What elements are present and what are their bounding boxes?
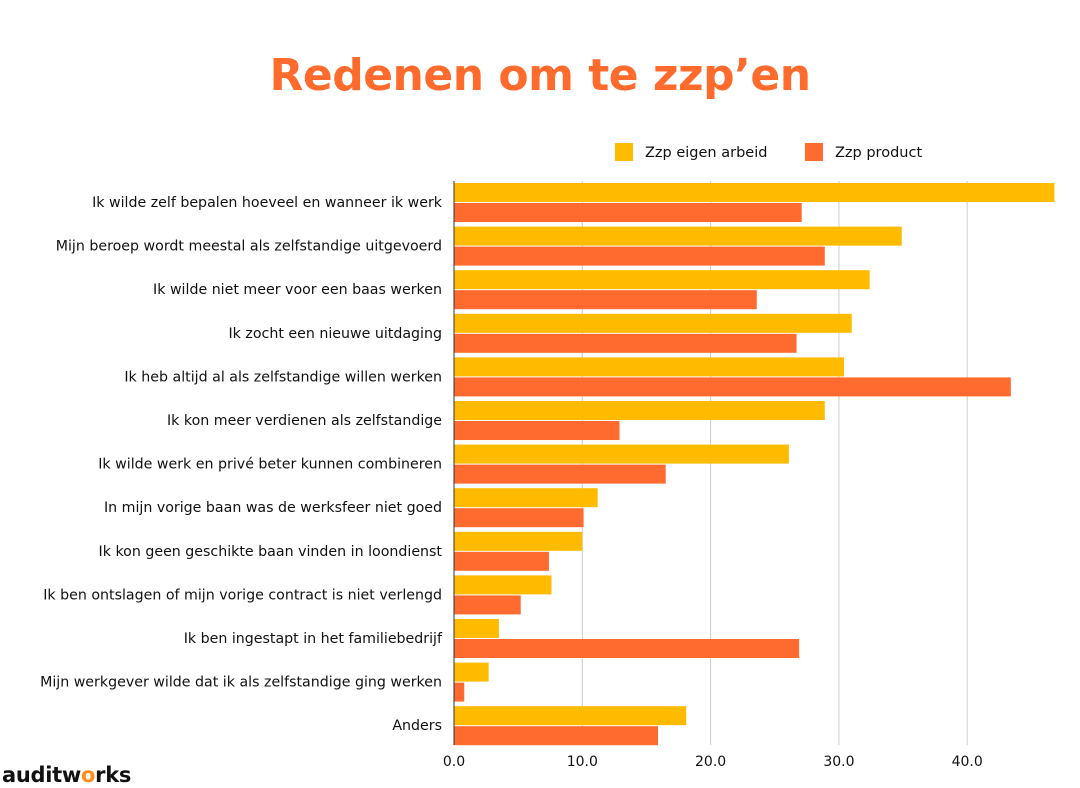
legend-swatch	[615, 143, 633, 161]
category-label: Ik wilde niet meer voor een baas werken	[153, 282, 442, 298]
bar-product	[454, 333, 797, 353]
bar-eigen-arbeid	[454, 488, 598, 508]
logo-text-o: o	[81, 763, 96, 787]
x-tick-label: 20.0	[695, 754, 726, 770]
logo-text: auditw	[2, 763, 81, 787]
bar-product	[454, 551, 549, 571]
category-label: Mijn beroep wordt meestal als zelfstandi…	[56, 239, 442, 255]
x-tick-label: 40.0	[952, 754, 983, 770]
bar-product	[454, 595, 521, 615]
bar-product	[454, 639, 800, 658]
legend-label: Zzp eigen arbeid	[645, 145, 767, 161]
x-tick-label: 10.0	[567, 754, 598, 770]
bar-product	[454, 203, 802, 222]
bar-eigen-arbeid	[454, 183, 1055, 202]
bar-product	[454, 290, 757, 310]
bar-eigen-arbeid	[454, 444, 789, 464]
logo-text: rks	[95, 763, 132, 787]
category-label: Ik ben ingestapt in het familiebedrijf	[184, 631, 443, 647]
bar-eigen-arbeid	[454, 313, 852, 333]
bar-eigen-arbeid	[454, 706, 687, 726]
bar-eigen-arbeid	[454, 270, 870, 290]
legend-swatch	[805, 143, 823, 161]
bar-eigen-arbeid	[454, 531, 583, 551]
category-label: Ik wilde zelf bepalen hoeveel en wanneer…	[92, 195, 443, 211]
auditworks-logo: auditworks	[2, 763, 131, 787]
bar-eigen-arbeid	[454, 619, 499, 638]
bar-product	[454, 421, 620, 440]
bar-eigen-arbeid	[454, 226, 902, 246]
bar-eigen-arbeid	[454, 357, 845, 377]
x-tick-label: 0.0	[443, 754, 465, 770]
bar-product	[454, 682, 465, 702]
category-label: Anders	[392, 718, 442, 734]
x-tick-label: 30.0	[823, 754, 854, 770]
category-label: Ik kon meer verdienen als zelfstandige	[167, 413, 442, 429]
bar-product	[454, 508, 584, 528]
category-label: Ik wilde werk en privé beter kunnen comb…	[98, 457, 442, 473]
bar-eigen-arbeid	[454, 662, 489, 682]
bar-product	[454, 377, 1011, 397]
bar-product	[454, 726, 658, 746]
category-label: Ik heb altijd al als zelfstandige willen…	[124, 369, 442, 385]
category-label: Mijn werkgever wilde dat ik als zelfstan…	[40, 675, 442, 691]
bar-product	[454, 464, 666, 484]
chart-title: Redenen om te zzp’en	[269, 50, 811, 101]
bar-eigen-arbeid	[454, 401, 825, 420]
category-label: In mijn vorige baan was de werksfeer nie…	[104, 500, 442, 516]
category-label: Ik zocht een nieuwe uitdaging	[229, 326, 443, 342]
bar-product	[454, 246, 825, 266]
bar-eigen-arbeid	[454, 575, 552, 595]
category-label: Ik kon geen geschikte baan vinden in loo…	[99, 544, 443, 560]
category-label: Ik ben ontslagen of mijn vorige contract…	[43, 587, 442, 603]
legend-label: Zzp product	[835, 145, 922, 161]
